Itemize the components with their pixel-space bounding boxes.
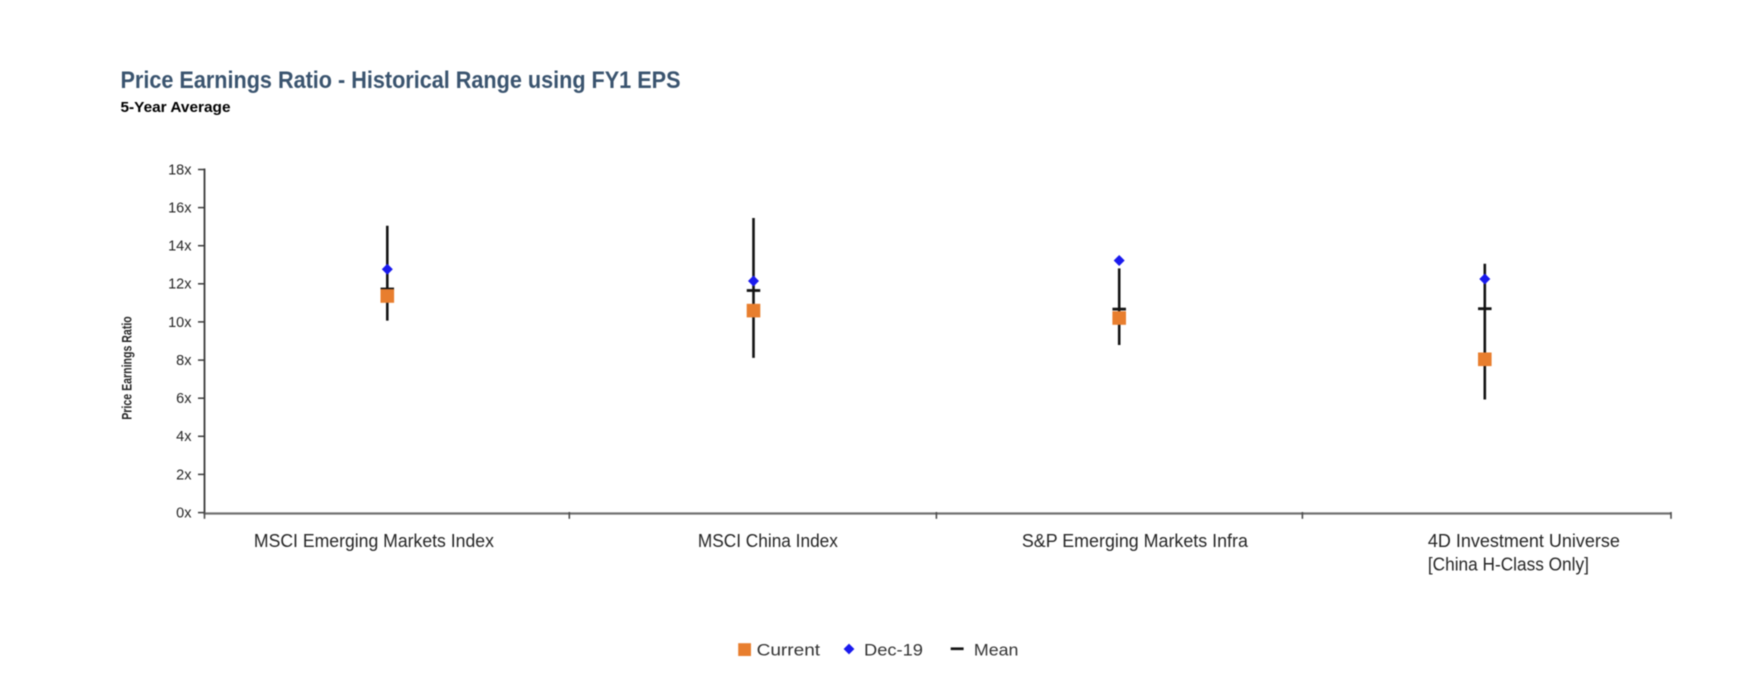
svg-text:4D Investment Universe: 4D Investment Universe [1428,531,1620,551]
svg-text:8x: 8x [176,353,192,369]
svg-text:5-Year Average: 5-Year Average [121,99,231,116]
svg-text:0x: 0x [176,506,192,522]
svg-text:Dec-19: Dec-19 [864,641,923,659]
svg-text:MSCI China Index: MSCI China Index [698,531,838,551]
svg-text:18x: 18x [168,162,192,178]
svg-text:Price Earnings Ratio - Histori: Price Earnings Ratio - Historical Range … [121,67,681,94]
svg-text:14x: 14x [168,239,192,255]
svg-text:2x: 2x [176,467,192,483]
svg-text:12x: 12x [168,277,192,293]
svg-text:MSCI Emerging Markets Index: MSCI Emerging Markets Index [254,531,494,551]
svg-text:S&P Emerging Markets Infra: S&P Emerging Markets Infra [1022,531,1249,551]
svg-text:Mean: Mean [974,641,1019,659]
svg-text:[China H-Class Only]: [China H-Class Only] [1428,555,1589,575]
svg-text:4x: 4x [176,429,192,445]
svg-text:Price Earnings Ratio: Price Earnings Ratio [120,316,135,420]
svg-text:10x: 10x [168,315,192,331]
svg-text:16x: 16x [168,201,192,217]
svg-text:6x: 6x [176,391,192,407]
svg-text:Current: Current [757,641,821,659]
